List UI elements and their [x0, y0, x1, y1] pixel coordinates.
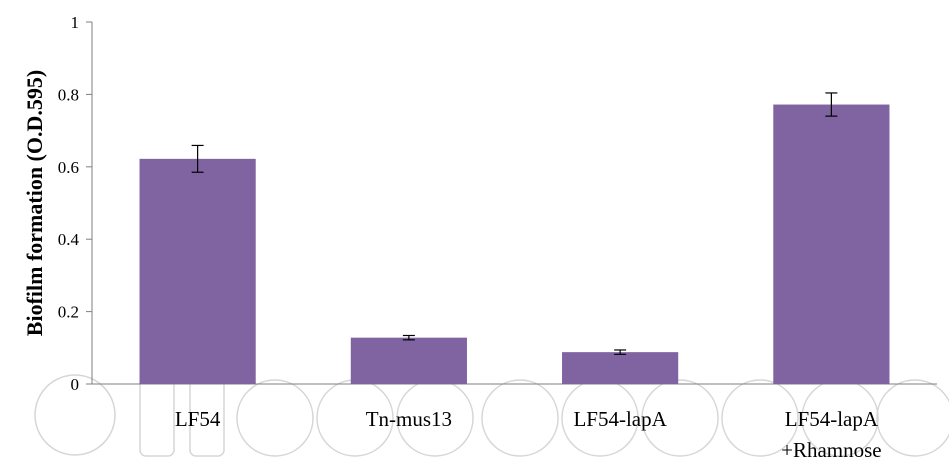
bar	[562, 352, 679, 384]
y-tick-label: 0.8	[58, 85, 79, 104]
error-bar	[402, 334, 415, 341]
y-tick-label: 1	[71, 13, 80, 32]
y-tick-label: 0	[71, 375, 80, 394]
error-bar	[614, 349, 627, 355]
x-tick-label: LF54-lapA	[573, 407, 667, 431]
bar	[773, 104, 890, 384]
x-tick-label: LF54-lapA	[785, 407, 879, 431]
bars	[139, 104, 890, 384]
y-ticks: 0 0.2 0.4 0.6 0.8 1	[58, 13, 92, 394]
error-bar	[825, 92, 838, 117]
error-bars	[191, 92, 838, 355]
y-axis-title: Biofilm formation (O.D.595)	[22, 70, 47, 336]
y-tick-label: 0.2	[58, 303, 79, 322]
y-tick-label: 0.6	[58, 158, 79, 177]
x-tick-label: LF54	[175, 407, 221, 431]
bar	[139, 158, 256, 384]
y-tick-label: 0.4	[58, 230, 80, 249]
x-tick-label: +Rhamnose	[781, 438, 882, 462]
bar	[350, 337, 467, 384]
x-tick-label: Tn-mus13	[366, 407, 452, 431]
x-tick-labels: LF54 Tn-mus13 LF54-lapA LF54-lapA +Rhamnose	[175, 407, 882, 462]
error-bar	[191, 144, 204, 173]
